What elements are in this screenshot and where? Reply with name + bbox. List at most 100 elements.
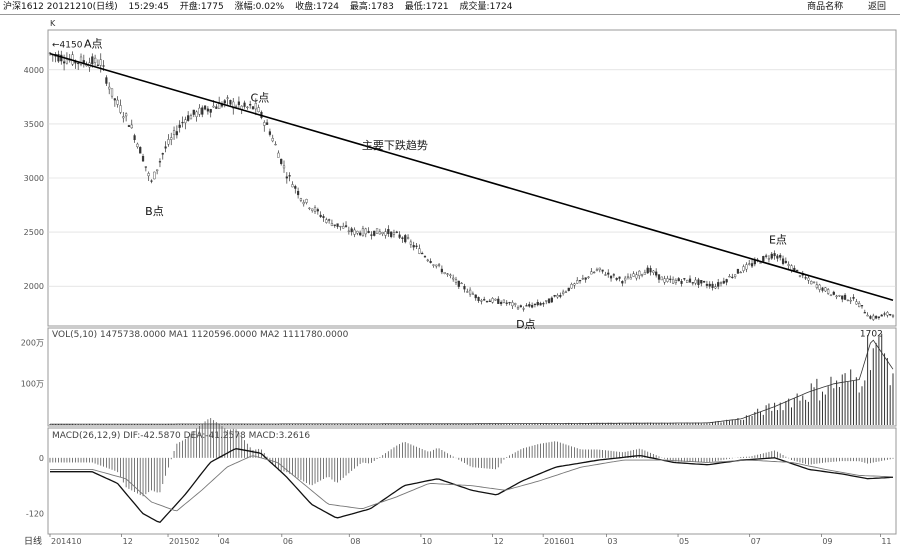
candle-body	[584, 277, 587, 280]
candle-body	[748, 263, 751, 265]
candle-body	[728, 276, 731, 278]
candle-body	[437, 264, 441, 266]
candle-body	[700, 280, 703, 284]
candle-body	[254, 103, 257, 110]
close-readout: 收盘:1724	[295, 2, 340, 12]
candle-body	[429, 261, 432, 263]
candle-body	[136, 143, 139, 148]
trendline-label: 主要下跌趋势	[362, 138, 428, 152]
candle-body	[378, 231, 381, 235]
candle-body	[359, 232, 362, 236]
candle-body	[229, 100, 232, 105]
candle-body	[581, 278, 584, 280]
candle-body	[328, 219, 331, 221]
candle-body	[846, 299, 849, 301]
x-tick-label: 03	[607, 537, 617, 546]
price-y-tick-label: 4000	[24, 66, 44, 75]
candle-body	[373, 230, 376, 236]
candle-body	[742, 266, 745, 271]
candle-body	[446, 273, 449, 275]
candle-body	[855, 301, 858, 305]
candle-body	[629, 277, 632, 280]
candle-body	[858, 303, 861, 308]
candle-body	[139, 147, 142, 154]
candle-body	[564, 291, 568, 293]
candle-body	[477, 297, 480, 302]
candle-body	[609, 275, 613, 279]
x-tick-label: 10	[422, 537, 432, 546]
candle-body	[559, 295, 562, 297]
candle-body	[804, 277, 807, 279]
candle-body	[333, 224, 336, 226]
candle-body	[691, 282, 694, 284]
candle-body	[734, 274, 737, 277]
candle-body	[418, 248, 421, 254]
candle-body	[364, 228, 367, 235]
candle-body	[703, 281, 706, 283]
candle-body	[821, 287, 824, 291]
candle-body	[170, 137, 173, 140]
candle-body	[883, 313, 886, 315]
series-dea-line	[50, 455, 894, 512]
macd-panel-frame	[47, 427, 897, 535]
candle-body	[621, 281, 624, 284]
price-y-tick-label: 3500	[24, 120, 44, 129]
candle-body	[835, 295, 838, 298]
candle-body	[361, 228, 365, 236]
candle-body	[607, 272, 610, 275]
candle-body	[375, 228, 379, 234]
candle-body	[282, 165, 286, 169]
candle-body	[528, 304, 531, 307]
candle-body	[404, 235, 407, 243]
candle-body	[697, 279, 700, 285]
candle-body	[615, 277, 618, 280]
menu-item-back[interactable]: 返回	[867, 2, 886, 12]
candle-body	[384, 231, 387, 236]
candle-body	[449, 274, 452, 277]
key-point-label: A点	[84, 38, 103, 51]
candle-body	[209, 109, 212, 113]
candle-body	[311, 208, 314, 211]
candle-body	[153, 171, 156, 180]
candle-body	[590, 271, 593, 275]
candle-body	[547, 298, 551, 304]
candle-body	[587, 276, 590, 278]
candle-body	[415, 245, 418, 247]
price-panel-title: K	[50, 19, 56, 28]
candle-body	[457, 280, 460, 287]
candle-body	[356, 230, 359, 234]
candle-body	[765, 255, 768, 257]
key-point-value: 1702	[860, 329, 883, 339]
candle-body	[812, 281, 816, 283]
candle-body	[669, 278, 672, 280]
candle-body	[392, 232, 396, 235]
candle-body	[381, 232, 384, 235]
candle-body	[781, 258, 785, 264]
candle-body	[485, 300, 489, 303]
candle-body	[94, 57, 97, 63]
candle-body	[251, 106, 255, 110]
candle-body	[113, 98, 116, 101]
x-tick-label: 201410	[51, 537, 82, 546]
candle-body	[708, 283, 711, 287]
candle-body	[562, 291, 565, 294]
candle-body	[243, 102, 246, 107]
candle-body	[877, 316, 881, 318]
candle-body	[593, 271, 596, 274]
macd-y-tick-label: -120	[26, 509, 44, 518]
candle-body	[807, 277, 810, 281]
menu-item-product-name[interactable]: 商品名称	[807, 2, 844, 12]
candle-body	[829, 294, 833, 297]
candle-body	[96, 64, 100, 66]
candle-body	[110, 88, 114, 97]
candle-body	[827, 289, 830, 294]
change-readout: 涨幅:0.02%	[234, 2, 285, 12]
candle-body	[604, 274, 607, 276]
candle-body	[762, 256, 765, 262]
candle-body	[406, 237, 410, 239]
candle-body	[460, 282, 463, 285]
candle-body	[843, 294, 847, 300]
x-tick-label: 11	[881, 537, 891, 546]
candle-body	[347, 230, 350, 232]
x-axis: 201410 12 201502 04 06 08 10 12 201601 03 05 07 09 11	[49, 534, 892, 546]
